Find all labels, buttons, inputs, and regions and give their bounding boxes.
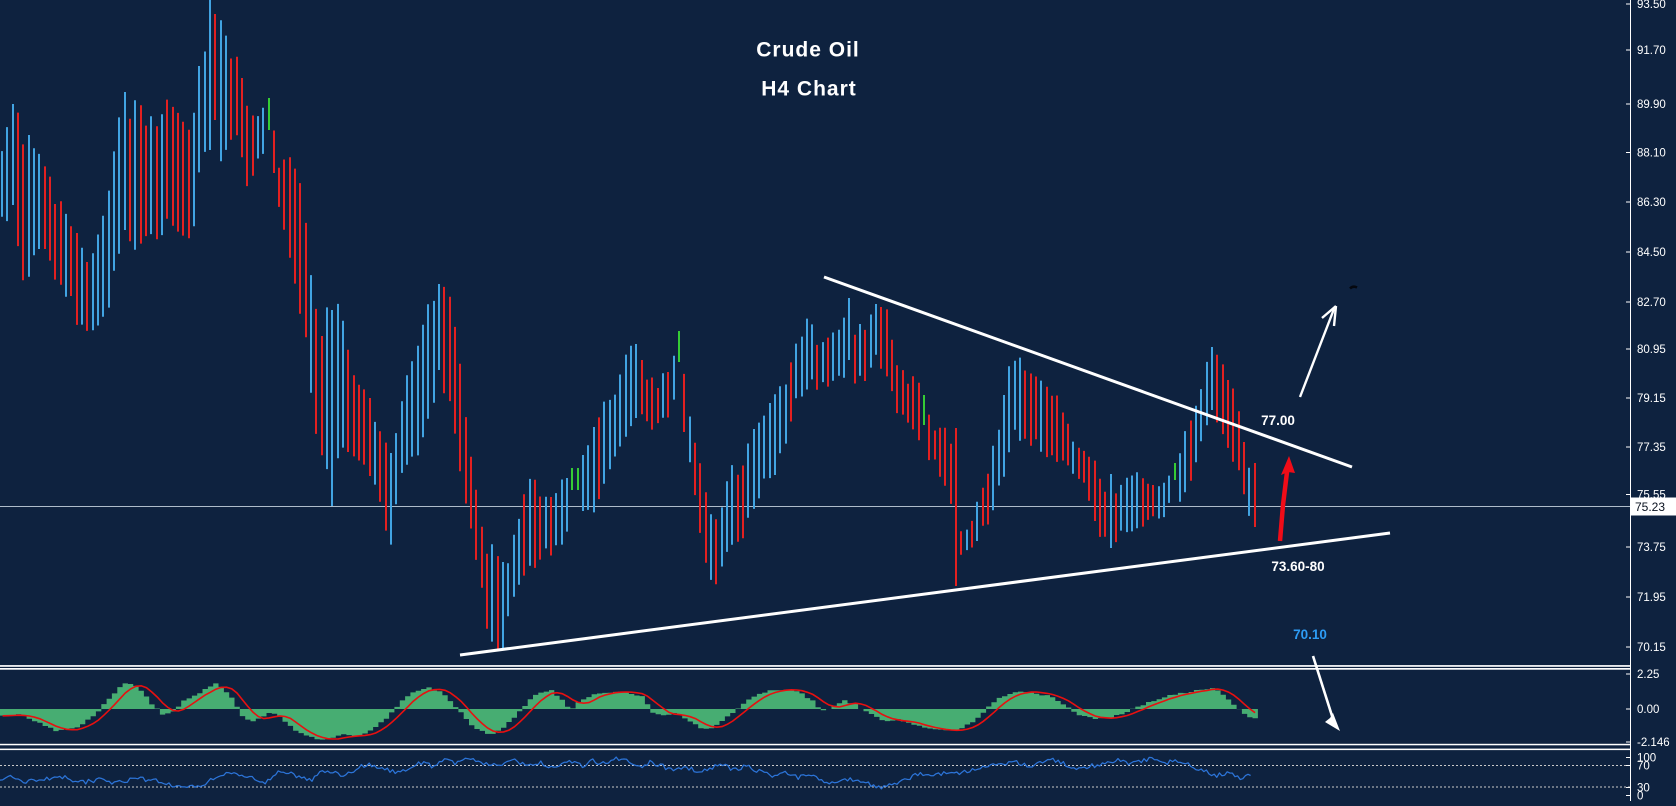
svg-text:77.35: 77.35	[1637, 442, 1666, 454]
svg-text:84.50: 84.50	[1637, 247, 1666, 259]
svg-text:Crude Oil: Crude Oil	[756, 39, 860, 62]
svg-text:2.25: 2.25	[1637, 669, 1659, 681]
svg-text:93.50: 93.50	[1637, 0, 1666, 11]
svg-text:71.95: 71.95	[1637, 592, 1666, 604]
svg-text:88.10: 88.10	[1637, 148, 1666, 160]
svg-text:86.30: 86.30	[1637, 197, 1666, 209]
svg-text:73.60-80: 73.60-80	[1271, 559, 1324, 574]
svg-text:70: 70	[1637, 761, 1650, 773]
svg-text:73.75: 73.75	[1637, 542, 1666, 554]
svg-text:-2.146: -2.146	[1637, 737, 1670, 749]
svg-text:79.15: 79.15	[1637, 393, 1666, 405]
svg-text:H4 Chart: H4 Chart	[761, 78, 857, 101]
svg-text:91.70: 91.70	[1637, 45, 1666, 57]
svg-text:89.90: 89.90	[1637, 99, 1666, 111]
svg-text:70.15: 70.15	[1637, 642, 1666, 654]
svg-text:0: 0	[1637, 791, 1643, 802]
svg-text:80.95: 80.95	[1637, 344, 1666, 356]
svg-text:70.10: 70.10	[1293, 627, 1327, 642]
svg-text:100: 100	[1637, 753, 1656, 765]
svg-text:82.70: 82.70	[1637, 297, 1666, 309]
svg-text:0.00: 0.00	[1637, 704, 1659, 716]
svg-text:77.00: 77.00	[1261, 413, 1295, 428]
svg-text:30: 30	[1637, 783, 1650, 795]
svg-text:75.23: 75.23	[1635, 500, 1665, 514]
